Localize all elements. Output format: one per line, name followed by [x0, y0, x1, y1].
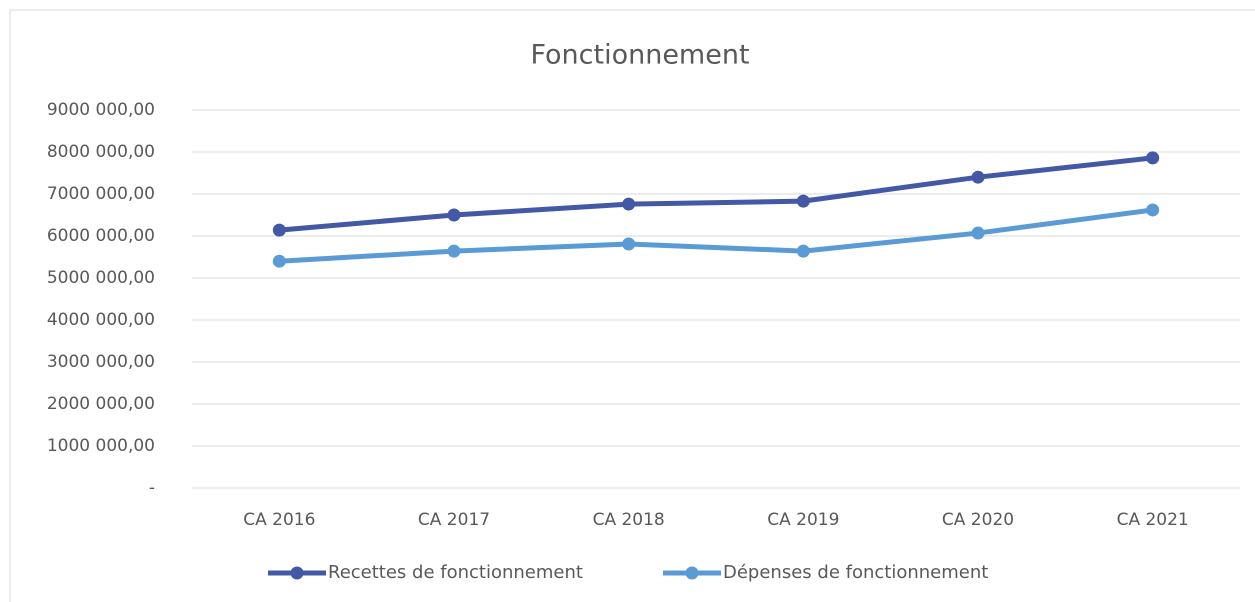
x-tick-label: CA 2020 — [942, 510, 1014, 530]
y-tick-label: 6000 000,00 — [47, 226, 155, 246]
chart-title: Fonctionnement — [530, 40, 749, 71]
chart-frame — [9, 9, 1255, 602]
data-point — [447, 244, 461, 258]
data-point — [796, 244, 810, 258]
data-point — [272, 254, 286, 268]
x-tick-label: CA 2021 — [1117, 510, 1189, 530]
x-tick-label: CA 2019 — [767, 510, 839, 530]
y-tick-label: - — [149, 478, 155, 498]
legend-marker — [685, 566, 699, 580]
x-tick-label: CA 2018 — [593, 510, 665, 530]
data-point — [971, 170, 985, 184]
y-tick-label: 1000 000,00 — [47, 436, 155, 456]
data-point — [622, 197, 636, 211]
legend-marker — [290, 566, 304, 580]
data-point — [796, 194, 810, 208]
data-point — [447, 208, 461, 222]
data-point — [971, 226, 985, 240]
legend-label: Recettes de fonctionnement — [328, 562, 583, 583]
y-tick-label: 5000 000,00 — [47, 268, 155, 288]
y-tick-label: 7000 000,00 — [47, 184, 155, 204]
series-line — [279, 155, 1153, 233]
y-tick-label: 4000 000,00 — [47, 310, 155, 330]
data-point — [622, 237, 636, 251]
series-line — [279, 207, 1153, 264]
data-point — [1146, 151, 1160, 165]
legend-label: Dépenses de fonctionnement — [723, 562, 988, 583]
y-tick-label: 9000 000,00 — [47, 100, 155, 120]
x-tick-label: CA 2017 — [418, 510, 490, 530]
x-tick-label: CA 2016 — [243, 510, 315, 530]
y-tick-label: 3000 000,00 — [47, 352, 155, 372]
data-point — [272, 223, 286, 237]
data-point — [1146, 203, 1160, 217]
y-tick-label: 8000 000,00 — [47, 142, 155, 162]
y-tick-label: 2000 000,00 — [47, 394, 155, 414]
